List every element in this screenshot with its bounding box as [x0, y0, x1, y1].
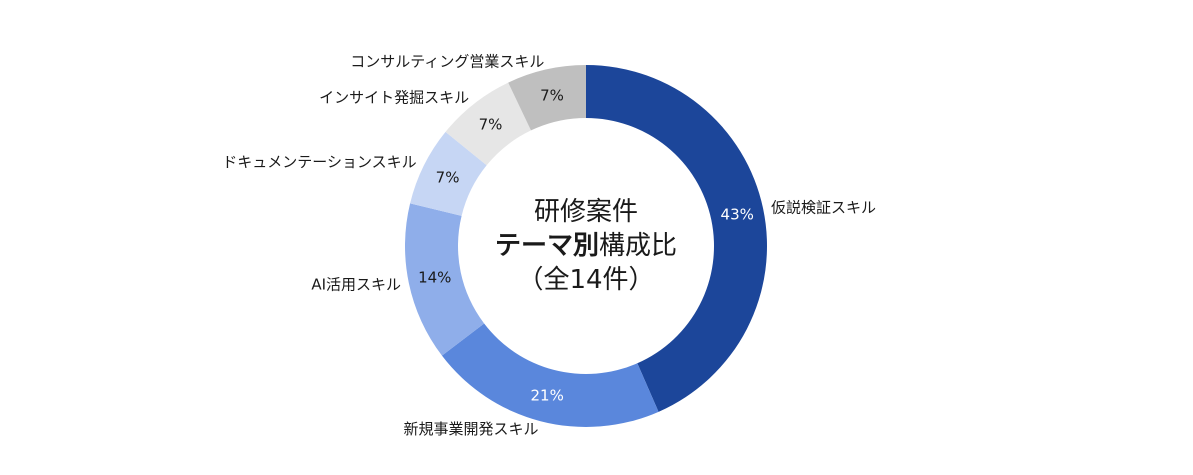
- title-line-2-part-2: 構成比: [599, 231, 677, 261]
- title-line-3-part-1: （全14件）: [517, 265, 654, 295]
- category-label-6: コンサルティング営業スキル: [350, 53, 544, 71]
- slice-6: [508, 65, 586, 131]
- slice-2: [441, 323, 659, 428]
- title-line-2-part-1: テーマ別: [495, 231, 599, 261]
- slice-5: [445, 82, 531, 166]
- percent-label-1: 43%: [721, 205, 754, 223]
- category-label-5: インサイト発掘スキル: [319, 88, 469, 106]
- percent-label-3: 14%: [418, 269, 451, 287]
- title-line-2: テーマ別構成比: [495, 231, 677, 261]
- percent-label-4: 7%: [436, 168, 460, 186]
- title-line-1: 研修案件: [534, 197, 638, 227]
- category-label-3: AI活用スキル: [311, 276, 401, 294]
- percent-label-6: 7%: [540, 86, 564, 104]
- percent-label-5: 7%: [479, 116, 503, 134]
- percent-labels-layer: 43% 21% 14% 7% 7% 7%: [418, 86, 754, 404]
- title-line-1-part-1: 研修案件: [534, 197, 638, 227]
- title-line-3: （全14件）: [517, 265, 654, 295]
- slice-1: [586, 65, 768, 412]
- slices-layer: [405, 65, 768, 428]
- category-label-2: 新規事業開発スキル: [404, 420, 539, 438]
- slice-4: [410, 131, 487, 216]
- category-label-1: 仮説検証スキル: [771, 198, 876, 216]
- category-label-4: ドキュメンテーションスキル: [222, 153, 416, 171]
- percent-label-2: 21%: [531, 387, 564, 405]
- slice-3: [405, 203, 485, 356]
